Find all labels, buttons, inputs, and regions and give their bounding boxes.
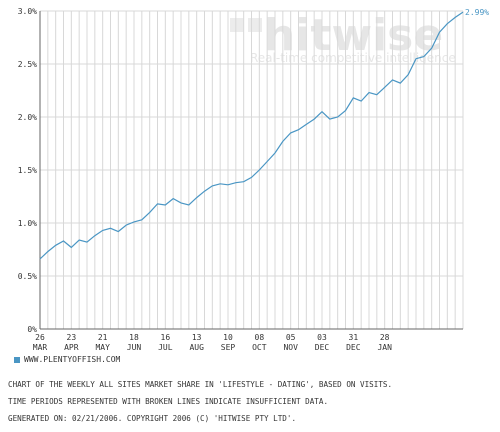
x-tick-day: 13 — [192, 333, 202, 342]
y-tick-label: 2.5% — [18, 60, 37, 69]
x-tick-month: SEP — [221, 343, 236, 352]
hitwise-logo-mark — [230, 18, 244, 32]
legend-label: WWW.PLENTYOFFISH.COM — [24, 355, 121, 364]
hitwise-logo-mark-2 — [248, 18, 262, 32]
x-tick-day: 31 — [349, 333, 359, 342]
x-tick-month: JUN — [127, 343, 142, 352]
x-tick-day: 28 — [380, 333, 390, 342]
x-tick-month: DEC — [346, 343, 361, 352]
y-tick-label: 2.0% — [18, 113, 37, 122]
y-tick-label: 1.0% — [18, 219, 37, 228]
x-tick-month: DEC — [315, 343, 330, 352]
series-line-plentyoffish — [39, 11, 464, 260]
x-tick-day: 21 — [98, 333, 108, 342]
footer-line-3: GENERATED ON: 02/21/2006. COPYRIGHT 2006… — [8, 413, 297, 423]
y-tick-label: 3.0% — [18, 7, 37, 16]
chart-root: hitwise Real-time competitive intelligen… — [8, 7, 490, 423]
y-tick-label: 0.5% — [18, 272, 37, 281]
x-tick-day: 08 — [255, 333, 265, 342]
y-tick-label: 1.5% — [18, 166, 37, 175]
legend: WWW.PLENTYOFFISH.COM — [14, 355, 120, 364]
x-tick-month: MAY — [95, 343, 110, 352]
x-tick-day: 16 — [161, 333, 171, 342]
x-tick-month: MAR — [33, 343, 48, 352]
x-tick-month: JAN — [377, 343, 392, 352]
end-value-label: 2.99% — [465, 8, 489, 17]
series-layer — [39, 11, 464, 260]
x-tick-day: 03 — [317, 333, 327, 342]
x-tick-day: 10 — [223, 333, 233, 342]
x-tick-day: 26 — [35, 333, 45, 342]
axis-layer — [39, 11, 463, 330]
footer-line-1: CHART OF THE WEEKLY ALL SITES MARKET SHA… — [8, 379, 393, 389]
legend-swatch — [14, 356, 20, 363]
x-tick-month: AUG — [189, 343, 204, 352]
x-tick-month: OCT — [252, 343, 267, 352]
x-tick-day: 18 — [129, 333, 139, 342]
x-tick-day: 23 — [67, 333, 77, 342]
x-tick-month: NOV — [283, 343, 298, 352]
chart-footer: CHART OF THE WEEKLY ALL SITES MARKET SHA… — [8, 372, 492, 432]
x-tick-month: JUL — [158, 343, 173, 352]
y-tick-label: 0% — [27, 325, 37, 334]
x-tick-day: 05 — [286, 333, 296, 342]
x-tick-month: APR — [64, 343, 79, 352]
grid-layer — [39, 10, 464, 330]
footer-line-2: TIME PERIODS REPRESENTED WITH BROKEN LIN… — [8, 396, 329, 406]
line-chart: hitwise Real-time competitive intelligen… — [18, 7, 490, 352]
